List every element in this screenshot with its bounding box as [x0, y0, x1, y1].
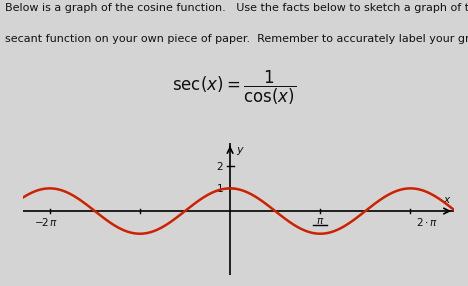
- Text: $x$: $x$: [443, 195, 451, 205]
- Text: $y$: $y$: [236, 145, 245, 157]
- Text: secant function on your own piece of paper.  Remember to accurately label your g: secant function on your own piece of pap…: [5, 34, 468, 44]
- Text: $1$: $1$: [216, 182, 224, 194]
- Text: $-$: $-$: [34, 216, 44, 226]
- Text: $2\cdot\pi$: $2\cdot\pi$: [416, 216, 439, 228]
- Text: $2$: $2$: [216, 160, 224, 172]
- Text: Below is a graph of the cosine function.   Use the facts below to sketch a graph: Below is a graph of the cosine function.…: [5, 3, 468, 13]
- Text: $\mathrm{sec}(x) = \dfrac{1}{\cos(x)}$: $\mathrm{sec}(x) = \dfrac{1}{\cos(x)}$: [172, 69, 296, 107]
- Text: $2\,\pi$: $2\,\pi$: [41, 216, 58, 228]
- Text: $\pi$: $\pi$: [316, 216, 324, 226]
